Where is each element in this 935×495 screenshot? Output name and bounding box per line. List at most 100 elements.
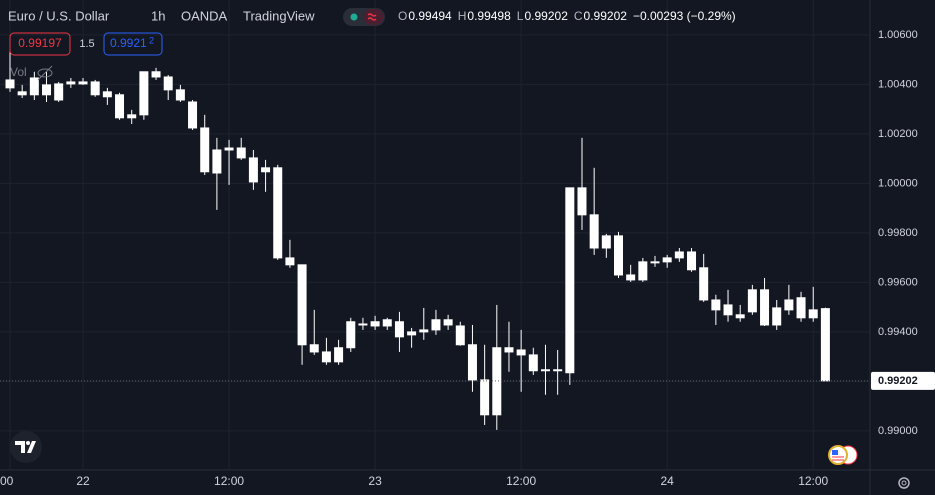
flag-canton [832, 450, 838, 455]
candle-body [54, 83, 64, 101]
candle-body [760, 289, 770, 326]
candle-body [772, 307, 782, 326]
candle-body [102, 91, 112, 98]
candle-body [565, 187, 575, 374]
candle-body [212, 149, 222, 174]
volume-label: Vol [10, 65, 27, 79]
candle-body [309, 344, 319, 353]
interval: 1h [151, 8, 165, 23]
ohlc-values: O 0.99494 H 0.99498 L 0.99202 C 0.99202 −0.00293… [398, 9, 736, 23]
candle-body [589, 214, 599, 249]
ohlc-letter: C [574, 9, 583, 23]
candle-body [431, 319, 441, 331]
candle-body [577, 187, 587, 216]
y-tick-label: 0.99000 [878, 425, 918, 437]
candle-body [711, 299, 721, 311]
x-tick-label: 24 [661, 474, 675, 488]
event-flags[interactable] [828, 445, 858, 465]
candle-body [638, 261, 648, 281]
settings-gear[interactable] [898, 477, 910, 489]
candle-body [248, 157, 258, 183]
candle-body [723, 304, 733, 316]
time-axis: 00 22 12:00 23 12:00 24 12:00 [0, 474, 829, 488]
candle-body [236, 147, 246, 159]
gear-hub [901, 480, 907, 486]
last-price-label: 0.99202 [878, 375, 918, 387]
ohlc-letter: O [398, 9, 407, 23]
candle-body [334, 347, 344, 363]
eye-slash[interactable] [37, 65, 53, 81]
last-price-badge [871, 371, 935, 390]
candle-body [650, 261, 660, 264]
exchange: OANDA [181, 8, 228, 23]
candle-body [200, 127, 210, 173]
candle-body [540, 369, 550, 372]
gear[interactable] [898, 477, 910, 489]
candle-body [5, 79, 15, 89]
candle-body [188, 101, 198, 129]
flag-stripes [832, 456, 844, 461]
candle-body [626, 274, 636, 281]
candle-body [443, 319, 453, 326]
candle-body [273, 167, 283, 259]
candle-body [139, 71, 149, 116]
candle-body [747, 289, 757, 313]
y-tick-label: 0.99600 [878, 276, 918, 288]
y-tick-label: 1.00600 [878, 29, 918, 41]
logo-mark [15, 441, 36, 453]
candle-body [528, 354, 538, 372]
source: TradingView [243, 8, 315, 23]
y-tick-label: 0.99800 [878, 227, 918, 239]
candle-body [784, 299, 794, 311]
candle-body [66, 81, 76, 85]
volume-eye-icon[interactable] [37, 65, 53, 81]
change-value: −0.00293 (−0.29%) [633, 9, 736, 23]
alert-badge [364, 9, 383, 25]
alert-icon [367, 13, 377, 21]
logo-circle[interactable] [10, 431, 42, 463]
candle-body [699, 267, 709, 301]
candle-body [370, 321, 380, 327]
candle-body [407, 331, 417, 336]
candle-body [151, 71, 161, 78]
x-tick-label: 23 [368, 474, 382, 488]
candle-body [90, 81, 100, 96]
candle-body [29, 77, 39, 96]
buy-price[interactable]: 0.9921 [110, 36, 147, 50]
candle-body [467, 344, 477, 381]
candle-body [516, 349, 526, 356]
ohlc-letter: H [458, 9, 467, 23]
x-tick-label: 12:00 [506, 474, 536, 488]
y-tick-label: 1.00000 [878, 177, 918, 189]
ohlc-value: 0.99202 [524, 9, 568, 23]
candle-body [78, 81, 88, 85]
candle-body [553, 369, 563, 372]
candle-body [492, 347, 502, 416]
tradingview-logo[interactable] [10, 431, 42, 463]
sell-price[interactable]: 0.99197 [18, 36, 62, 50]
buy-price-pip[interactable]: 2 [149, 35, 154, 45]
candle-body [115, 94, 125, 119]
buy-button[interactable] [103, 32, 163, 56]
candle-body [419, 329, 429, 333]
candle-body [480, 379, 490, 416]
sell-button[interactable] [9, 32, 71, 56]
ohlc-letter: L [517, 9, 524, 23]
x-tick-label: 22 [76, 474, 90, 488]
eye[interactable] [37, 68, 53, 78]
logo-dot [26, 441, 30, 445]
candle-body [735, 314, 745, 319]
candle-body [601, 235, 611, 249]
candle-body [261, 167, 271, 173]
candle-body [285, 257, 295, 266]
candles [0, 49, 870, 430]
symbol: Euro / U.S. Dollar [8, 8, 110, 23]
candle-body [687, 251, 697, 271]
candle-body [796, 297, 806, 319]
x-tick-label: 12:00 [798, 474, 828, 488]
candle-body [662, 257, 672, 263]
candle-body [175, 89, 185, 101]
status-toggle[interactable] [343, 8, 385, 26]
